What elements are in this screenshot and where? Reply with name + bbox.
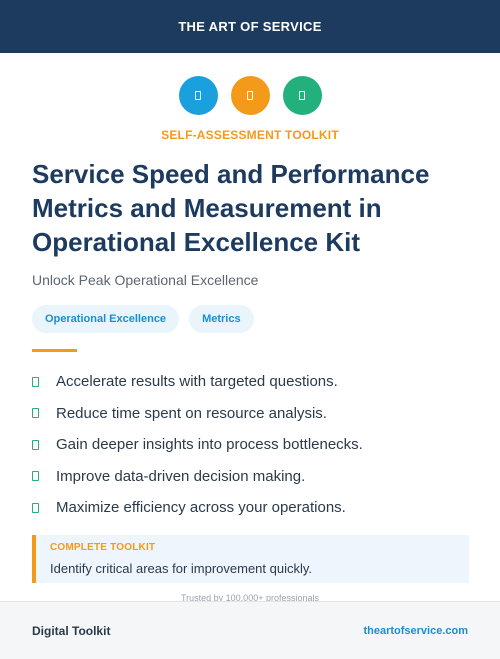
list-item: Improve data-driven decision making. — [32, 461, 363, 493]
list-item: Accelerate results with targeted questio… — [32, 366, 363, 398]
document-icon — [178, 76, 218, 115]
icon-row — [0, 76, 500, 115]
document-icon — [282, 76, 322, 115]
check-icon — [32, 471, 39, 482]
top-banner: THE ART OF SERVICE — [0, 0, 500, 53]
check-icon — [32, 439, 39, 450]
callout-box: COMPLETE TOOLKIT Identify critical areas… — [32, 535, 469, 583]
document-icon — [230, 76, 270, 115]
tag-list: Operational Excellence Metrics — [32, 305, 254, 333]
list-item: Maximize efficiency across your operatio… — [32, 492, 363, 524]
tag-operational-excellence[interactable]: Operational Excellence — [32, 305, 180, 333]
check-icon — [32, 376, 39, 387]
callout-text: Identify critical areas for improvement … — [50, 561, 313, 576]
page-title: Service Speed and Performance Metrics an… — [32, 159, 430, 257]
brand-name: THE ART OF SERVICE — [178, 19, 322, 34]
check-icon — [32, 502, 39, 513]
check-icon — [32, 408, 39, 419]
website-link[interactable]: theartofservice.com — [363, 624, 468, 637]
subtitle: Unlock Peak Operational Excellence — [32, 272, 259, 288]
footer-label: Digital Toolkit — [32, 623, 111, 638]
list-item: Gain deeper insights into process bottle… — [32, 429, 363, 461]
trust-line: Trusted by 100,000+ professionals — [180, 593, 319, 601]
accent-divider — [32, 349, 77, 352]
footer: Digital Toolkit theartofservice.com — [0, 601, 500, 659]
eyebrow-label: SELF-ASSESSMENT TOOLKIT — [161, 128, 339, 142]
list-item: Reduce time spent on resource analysis. — [32, 398, 363, 430]
benefit-list: Accelerate results with targeted questio… — [32, 366, 363, 524]
callout-heading: COMPLETE TOOLKIT — [50, 542, 156, 553]
tag-metrics[interactable]: Metrics — [189, 305, 254, 333]
